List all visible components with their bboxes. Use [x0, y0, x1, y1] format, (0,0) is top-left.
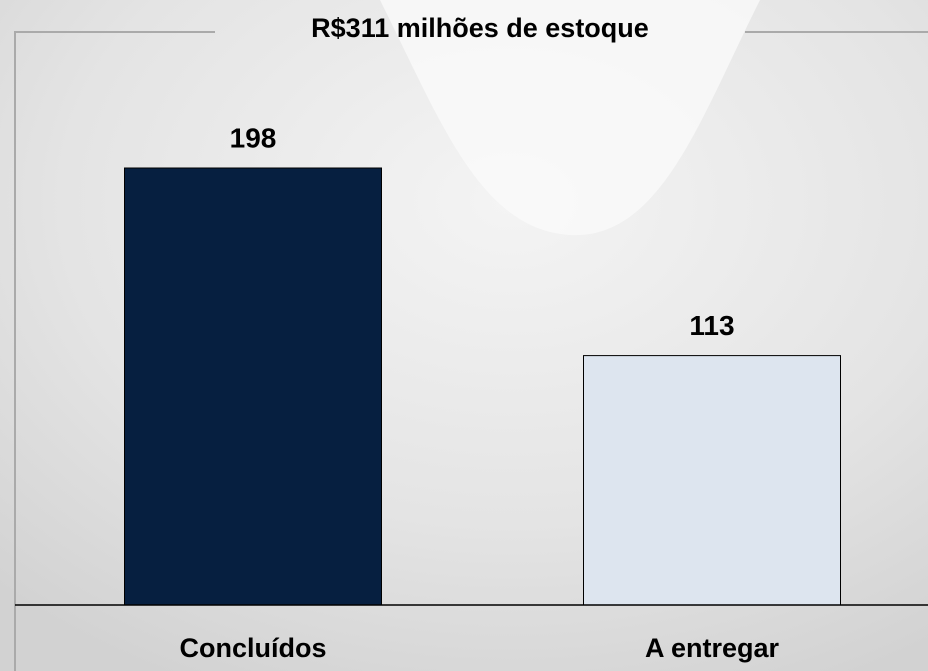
- x-tick-label: Concluídos: [180, 633, 327, 663]
- bar: [124, 167, 382, 606]
- data-label: 198: [230, 122, 277, 153]
- background-shape: [380, 0, 760, 236]
- x-tick-label: A entregar: [645, 633, 780, 663]
- bar: [583, 355, 841, 606]
- chart-title: R$311 milhões de estoque: [311, 13, 649, 43]
- data-label: 113: [689, 310, 734, 341]
